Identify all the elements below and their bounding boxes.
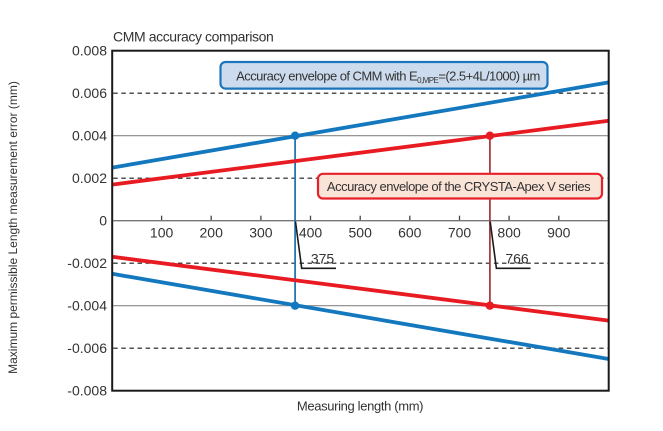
svg-text:0.004: 0.004 xyxy=(72,128,107,144)
svg-text:400: 400 xyxy=(299,224,323,240)
svg-text:-0.002: -0.002 xyxy=(67,255,107,271)
svg-text:0: 0 xyxy=(99,213,107,229)
svg-text:200: 200 xyxy=(200,224,224,240)
svg-text:900: 900 xyxy=(547,224,571,240)
svg-text:800: 800 xyxy=(497,224,521,240)
svg-text:375: 375 xyxy=(311,251,335,267)
svg-text:-0.008: -0.008 xyxy=(67,383,107,399)
svg-text:0.008: 0.008 xyxy=(72,43,107,59)
svg-text:500: 500 xyxy=(349,224,373,240)
svg-text:0.006: 0.006 xyxy=(72,85,107,101)
svg-text:300: 300 xyxy=(249,224,273,240)
svg-text:-0.006: -0.006 xyxy=(67,340,107,356)
svg-text:100: 100 xyxy=(150,224,174,240)
svg-text:Accuracy envelope of CMM with: Accuracy envelope of CMM with E0,MPE=(2.… xyxy=(236,69,540,86)
svg-text:-0.004: -0.004 xyxy=(67,298,107,314)
svg-text:700: 700 xyxy=(448,224,472,240)
svg-text:600: 600 xyxy=(398,224,422,240)
svg-text:CMM accuracy comparison: CMM accuracy comparison xyxy=(113,29,273,45)
svg-text:Accuracy envelope of the CRYST: Accuracy envelope of the CRYSTA-Apex V s… xyxy=(327,179,591,194)
svg-text:0.002: 0.002 xyxy=(72,170,107,186)
svg-text:Measuring length (mm): Measuring length (mm) xyxy=(297,399,423,414)
svg-text:766: 766 xyxy=(505,251,529,267)
svg-text:Maximum permissible Length mea: Maximum permissible Length measurement e… xyxy=(6,81,20,374)
